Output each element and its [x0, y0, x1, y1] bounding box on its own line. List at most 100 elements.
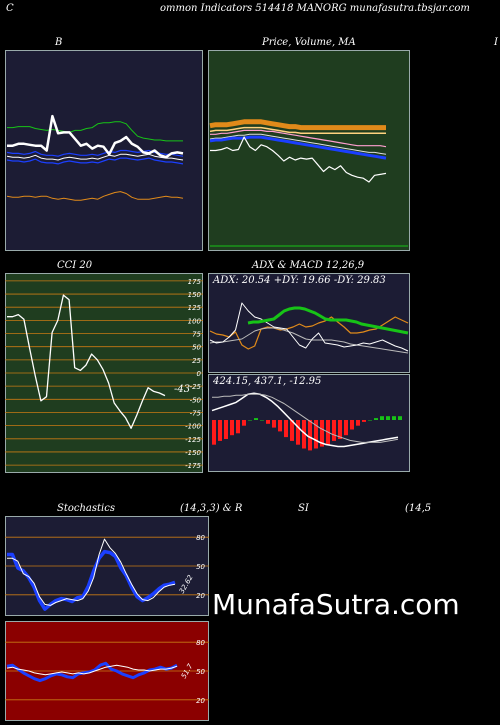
stoch-tick-label: 20	[196, 592, 205, 600]
macd-histogram-bar	[230, 420, 234, 436]
adx-background	[208, 273, 410, 373]
panel-title-stoch-params: (14,3,3) & R	[180, 503, 243, 514]
panel-title-rsi-params: (14,5	[405, 503, 432, 514]
price-line-b	[7, 114, 184, 159]
adx-line	[209, 327, 409, 354]
macd-histogram-bar	[284, 420, 288, 438]
cci-tick-label: 125	[188, 304, 202, 312]
panel-title-b: B	[55, 37, 63, 48]
middle-band-line-2	[6, 153, 184, 161]
stochastics-panel: 80 50 20 32.62	[5, 516, 209, 616]
cci-panel: 175 150 125 100 75 50 25 0 -25 -50 -75 -100 -125 -150…	[5, 273, 203, 473]
macd-histogram-bar	[218, 420, 222, 441]
adx-readout: ADX: 20.54 +DY: 19.66 -DY: 29.83	[213, 275, 386, 286]
price-line	[210, 136, 387, 183]
ma-light-line	[209, 126, 386, 135]
cci-tick-label: 150	[188, 291, 202, 299]
cci-tick-label: -50	[190, 396, 202, 404]
stoch-d-line	[7, 538, 176, 606]
macd-histogram-bar	[278, 420, 282, 432]
cci-tick-label: 25	[192, 357, 201, 365]
macd-chart	[208, 374, 410, 472]
ma-white-line	[209, 133, 387, 155]
ma-blue-line	[209, 135, 387, 160]
rsi-tick-label: 50	[196, 668, 205, 676]
cci-tick-label: 0	[197, 370, 202, 378]
macd-histogram-bar	[302, 420, 306, 449]
macd-histogram-bar	[362, 420, 366, 422]
macd-histogram-bar	[392, 416, 396, 420]
macd-histogram-bar	[290, 420, 294, 441]
bands-background	[5, 50, 203, 251]
rsi-panel: 80 50 20 51.7	[5, 621, 209, 721]
right-edge-title: I	[494, 37, 498, 48]
macd-histogram-bar	[308, 420, 312, 451]
adx-plus-dy-line	[209, 302, 409, 352]
panel-title-rsi: SI	[298, 503, 309, 514]
macd-panel	[208, 374, 410, 472]
macd-histogram-bar	[224, 420, 228, 439]
macd-readout: 424.15, 437.1, -12.95	[213, 376, 322, 387]
cci-line	[7, 294, 166, 429]
cci-tick-label: -150	[185, 449, 201, 457]
cci-value-label: -43	[174, 384, 191, 395]
middle-band-line-3	[6, 157, 184, 165]
macd-histogram-bar	[344, 420, 348, 436]
cci-tick-label: -175	[185, 462, 201, 470]
macd-histogram-bar	[398, 416, 402, 420]
rsi-tick-label: 20	[196, 697, 205, 705]
adx-minus-dy-line	[209, 316, 409, 350]
panel-title-stochastics: Stochastics	[57, 503, 115, 514]
header-title: ommon Indicators 514418 MANORG munafasut…	[160, 3, 470, 14]
macd-histogram-bar	[212, 420, 216, 445]
stoch-k-line	[7, 549, 176, 611]
cci-tick-label: -125	[185, 436, 201, 444]
adx-chart	[208, 273, 410, 373]
panel-title-cci: CCI 20	[57, 260, 93, 271]
cci-chart: 175 150 125 100 75 50 25 0 -25 -50 -75 -100 -125 -150…	[5, 273, 203, 473]
macd-histogram-bar	[236, 420, 240, 434]
stoch-tick-label: 50	[196, 563, 205, 571]
price-background	[208, 50, 410, 251]
macd-histogram-bar	[380, 416, 384, 420]
macd-histogram-bar	[374, 418, 378, 420]
panel-title-adx: ADX & MACD 12,26,9	[252, 260, 365, 271]
macd-histogram-bar	[320, 420, 324, 447]
macd-histogram-bar	[332, 420, 336, 441]
ma-orange-band	[209, 119, 386, 131]
bands-chart	[5, 50, 203, 251]
macd-histogram-bar	[260, 420, 264, 421]
macd-histogram-bar	[254, 418, 258, 420]
rsi-tick-label: 80	[196, 639, 205, 647]
price-panel	[208, 50, 410, 251]
cci-tick-label: -75	[190, 409, 202, 417]
panel-title-price: Price, Volume, MA	[262, 37, 356, 48]
macd-histogram-bar	[296, 420, 300, 445]
stoch-tick-label: 80	[196, 534, 205, 542]
ma-pink-line	[210, 129, 387, 148]
upper-band-line	[7, 121, 183, 142]
cci-tick-label: -25	[190, 383, 202, 391]
cci-tick-label: 75	[192, 331, 201, 339]
macd-histogram-bar	[356, 420, 360, 426]
price-chart	[208, 50, 410, 251]
cci-tick-label: 50	[192, 344, 201, 352]
macd-histogram-bar	[350, 420, 354, 430]
macd-signal-line	[212, 393, 399, 443]
watermark: MunafaSutra.com	[212, 588, 460, 621]
adx-green-line	[247, 306, 409, 335]
bands-panel	[5, 50, 203, 251]
macd-histogram-bar	[314, 420, 318, 449]
header-left-text: C	[6, 3, 14, 14]
adx-panel	[208, 273, 410, 373]
macd-histogram-bar	[386, 416, 390, 420]
cci-tick-label: 100	[188, 317, 202, 325]
macd-histogram-bar	[272, 420, 276, 428]
rsi-white-line	[6, 664, 178, 676]
cci-tick-label: 175	[188, 278, 202, 286]
macd-histogram-bar	[242, 420, 246, 426]
lower-band-line	[6, 191, 184, 201]
